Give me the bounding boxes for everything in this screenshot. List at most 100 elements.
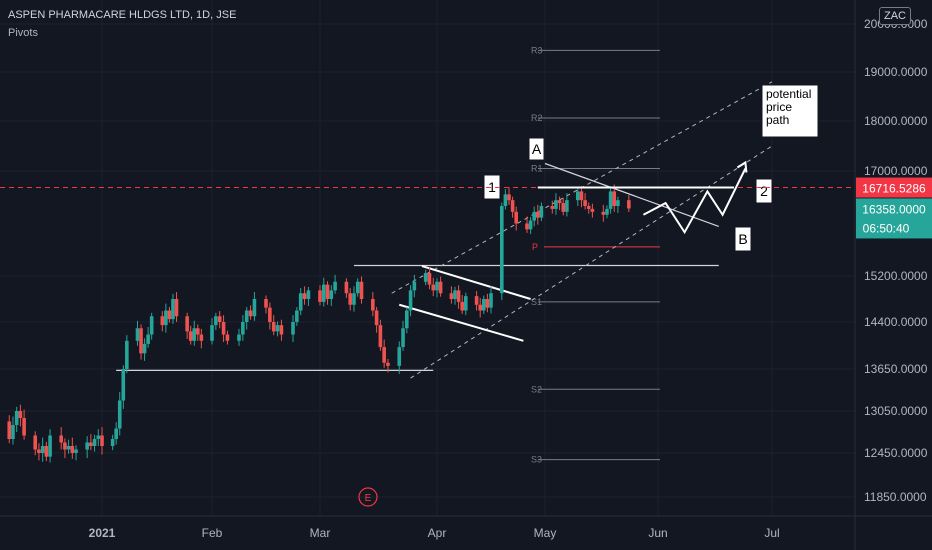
last-price-text: 16358.0000 [862, 202, 926, 216]
indicator-label[interactable]: Pivots [8, 27, 38, 39]
candle [352, 286, 356, 312]
candle-body [117, 400, 122, 429]
candle-body [146, 334, 150, 344]
candle-body [96, 435, 101, 439]
candle-body [608, 191, 613, 209]
candle-body [302, 293, 307, 299]
candle-body [616, 200, 620, 206]
candle [117, 392, 122, 436]
candle-body [188, 331, 193, 341]
candle-body [500, 206, 504, 294]
candle-body [427, 273, 432, 285]
candle [192, 320, 197, 346]
candle-body [489, 293, 493, 308]
currency-badge[interactable]: ZAC [879, 7, 911, 25]
candle-body [89, 442, 93, 446]
candle-body [221, 322, 226, 335]
candle-body [298, 293, 303, 311]
candle [100, 427, 104, 455]
candle [33, 431, 38, 456]
label-2-text: 2 [760, 183, 768, 199]
candle-body [306, 290, 311, 299]
candle-body [171, 299, 175, 320]
candle [514, 206, 518, 231]
x-tick-label: May [534, 526, 557, 540]
candle-body [460, 301, 464, 311]
candle-body [590, 208, 595, 212]
candle-body [70, 446, 75, 453]
candle [449, 286, 454, 304]
candle-body [252, 299, 257, 317]
pivot-label-s1: S1 [531, 297, 542, 307]
candle-body [264, 299, 268, 308]
candle [325, 281, 330, 305]
x-tick-label: Apr [428, 526, 447, 540]
candle [174, 292, 179, 322]
candle [435, 278, 439, 298]
candle-body [196, 328, 200, 335]
candle-body [352, 293, 356, 305]
candle [318, 285, 322, 306]
candle [371, 292, 375, 317]
candle [44, 441, 49, 462]
candle-body [214, 316, 218, 326]
candle-body [174, 299, 179, 317]
candle-body [382, 347, 386, 363]
candle-body [225, 334, 230, 341]
candle [121, 365, 126, 409]
candle [561, 197, 566, 216]
candle [321, 277, 326, 307]
candle [275, 321, 280, 337]
candle-body [423, 273, 428, 282]
candle [586, 202, 591, 214]
candle [225, 330, 230, 345]
label-1-box [483, 174, 501, 200]
candle-body [74, 449, 78, 453]
candle-body [485, 299, 490, 308]
flag-upper [421, 265, 531, 300]
pivot-label-r2: R2 [531, 113, 543, 123]
candle-body [355, 281, 360, 294]
candle-body [453, 290, 457, 299]
candle [291, 315, 295, 343]
candle-body [348, 293, 352, 305]
candle-body [456, 290, 461, 302]
candle [14, 406, 19, 432]
candle-body [149, 316, 154, 335]
candle-body [321, 284, 326, 302]
y-tick-label: 15200.0000 [864, 269, 928, 283]
candle-body [295, 310, 299, 322]
candle [386, 358, 390, 373]
candle [149, 312, 154, 340]
candle [63, 438, 67, 459]
candle [59, 427, 63, 450]
candle [427, 267, 432, 290]
candle [579, 186, 584, 208]
candle-body [63, 442, 67, 450]
label-2: 2 [755, 178, 773, 204]
candle [550, 200, 555, 214]
potential-path-label-box [761, 84, 819, 138]
candle-body [142, 343, 147, 354]
candle-body [114, 428, 118, 439]
candle-body [554, 200, 558, 209]
candle-body [59, 435, 63, 443]
candle-body [449, 293, 454, 299]
candle [554, 193, 558, 215]
candle-body [291, 322, 295, 335]
y-tick-label: 13650.0000 [864, 362, 928, 376]
projected-path-arrowhead [736, 160, 748, 173]
line-price-badge [856, 177, 932, 198]
candle-body [627, 200, 631, 209]
candle [22, 409, 26, 440]
candles [7, 184, 631, 463]
candle [408, 285, 413, 317]
symbol-title[interactable]: ASPEN PHARMACARE HLDGS LTD, 1D, JSE [8, 9, 237, 21]
candle [507, 187, 511, 205]
projected-path [642, 168, 747, 235]
candle-body [192, 328, 197, 341]
candle-body [185, 316, 189, 332]
